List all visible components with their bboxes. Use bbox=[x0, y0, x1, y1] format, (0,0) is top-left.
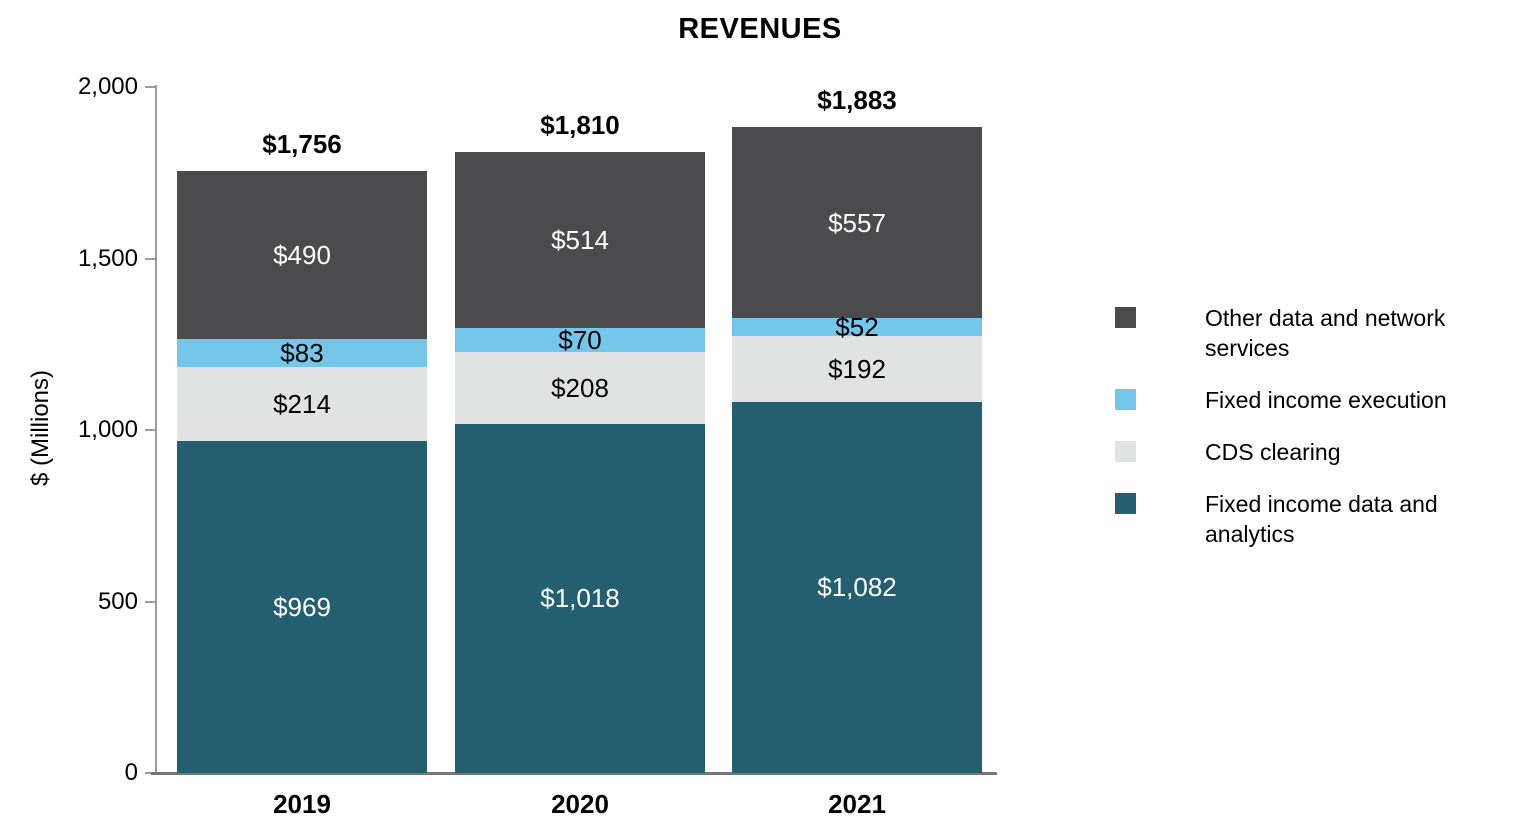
bar-segment-label: $208 bbox=[551, 373, 609, 404]
chart-title: REVENUES bbox=[678, 13, 842, 45]
x-axis-baseline bbox=[151, 772, 997, 775]
y-axis-tick-label: 1,500 bbox=[77, 244, 138, 272]
bar-segment-label: $70 bbox=[558, 325, 602, 356]
legend-swatch-icon bbox=[1115, 307, 1136, 328]
bar-segment: $83 bbox=[177, 337, 427, 368]
bar-segment: $514 bbox=[455, 152, 705, 329]
legend-label: CDS clearing bbox=[1205, 439, 1341, 465]
bar-segment: $208 bbox=[455, 352, 705, 424]
legend-swatch-icon bbox=[1115, 441, 1136, 462]
y-axis-tick bbox=[145, 772, 156, 774]
bar-total-label: $1,883 bbox=[817, 85, 897, 116]
legend-swatch-icon bbox=[1115, 389, 1136, 410]
bar-segment-label: $1,082 bbox=[817, 572, 897, 603]
legend-label: Fixed income execution bbox=[1205, 387, 1447, 413]
y-axis-tick bbox=[145, 429, 156, 431]
legend-item: CDS clearing bbox=[1115, 437, 1460, 467]
bar-segment-label: $83 bbox=[280, 337, 324, 368]
y-axis-line bbox=[155, 85, 157, 775]
bar-total-label: $1,756 bbox=[262, 128, 342, 159]
bar-segment-label: $557 bbox=[828, 207, 886, 238]
x-axis-label: 2021 bbox=[828, 789, 886, 819]
x-axis-label: 2019 bbox=[273, 789, 331, 819]
x-axis-label: 2020 bbox=[551, 789, 609, 819]
bar-total-label: $1,810 bbox=[540, 110, 620, 141]
bar-segment: $70 bbox=[455, 325, 705, 356]
legend-item: Other data and network services bbox=[1115, 303, 1460, 363]
y-axis-tick bbox=[145, 86, 156, 88]
bar-segment: $1,082 bbox=[732, 401, 982, 773]
legend-item: Fixed income execution bbox=[1115, 385, 1460, 415]
y-axis-tick-label: 2,000 bbox=[77, 73, 138, 100]
bar-segment-label: $490 bbox=[273, 239, 331, 270]
bar-segment: $52 bbox=[732, 314, 982, 340]
bar-segment-label: $214 bbox=[273, 388, 331, 419]
y-axis-tick bbox=[145, 600, 156, 603]
bar-segment-label: $52 bbox=[835, 312, 879, 343]
bar-segment: $1,018 bbox=[455, 423, 705, 773]
y-axis-tick-label: 0 bbox=[124, 759, 138, 786]
legend-swatch-icon bbox=[1115, 493, 1136, 514]
legend-item: Fixed income data and analytics bbox=[1115, 489, 1460, 549]
y-axis-tick bbox=[145, 257, 156, 260]
y-axis-tick-label: 500 bbox=[97, 587, 138, 615]
bar-segment: $192 bbox=[732, 336, 982, 402]
legend: Other data and network services Fixed inc… bbox=[1115, 303, 1460, 549]
bar-segment: $490 bbox=[177, 170, 427, 339]
legend-label: Other data and network services bbox=[1205, 305, 1446, 361]
legend-label: Fixed income data and analytics bbox=[1205, 491, 1438, 547]
bar-segment: $214 bbox=[177, 367, 427, 441]
bar-segment: $969 bbox=[177, 440, 427, 773]
bar-segment-label: $1,018 bbox=[540, 583, 620, 614]
bar-segment-label: $192 bbox=[828, 353, 886, 384]
bar-segment-label: $514 bbox=[551, 225, 609, 256]
bar-segment-label: $969 bbox=[273, 591, 331, 622]
bar-segment: $557 bbox=[732, 127, 982, 319]
y-axis-tick-label: 1,000 bbox=[77, 416, 138, 443]
